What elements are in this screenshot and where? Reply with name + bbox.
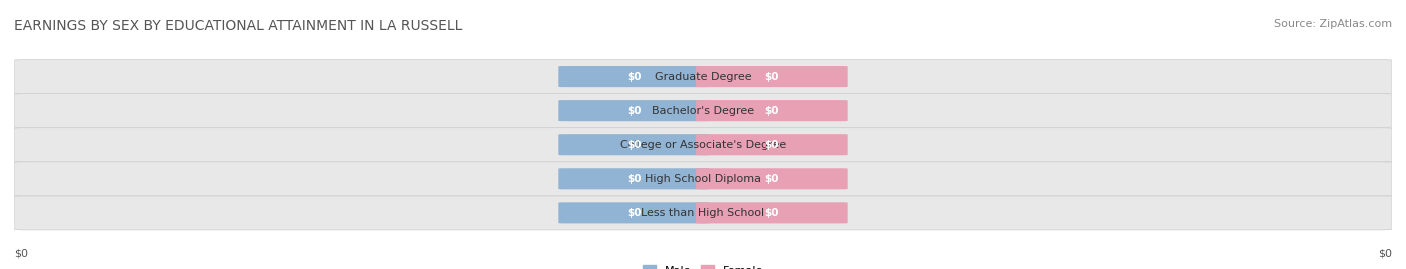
FancyBboxPatch shape — [558, 202, 710, 224]
FancyBboxPatch shape — [14, 128, 1392, 162]
Text: $0: $0 — [765, 208, 779, 218]
Text: Less than High School: Less than High School — [641, 208, 765, 218]
FancyBboxPatch shape — [558, 134, 710, 155]
FancyBboxPatch shape — [558, 66, 710, 87]
Text: $0: $0 — [14, 248, 28, 258]
Text: Source: ZipAtlas.com: Source: ZipAtlas.com — [1274, 19, 1392, 29]
FancyBboxPatch shape — [696, 202, 848, 224]
Text: $0: $0 — [765, 106, 779, 116]
Text: $0: $0 — [1378, 248, 1392, 258]
Text: $0: $0 — [627, 140, 641, 150]
Text: $0: $0 — [627, 106, 641, 116]
FancyBboxPatch shape — [14, 94, 1392, 128]
FancyBboxPatch shape — [696, 168, 848, 189]
Text: College or Associate's Degree: College or Associate's Degree — [620, 140, 786, 150]
Text: $0: $0 — [765, 72, 779, 82]
FancyBboxPatch shape — [696, 100, 848, 121]
Text: $0: $0 — [765, 174, 779, 184]
Text: EARNINGS BY SEX BY EDUCATIONAL ATTAINMENT IN LA RUSSELL: EARNINGS BY SEX BY EDUCATIONAL ATTAINMEN… — [14, 19, 463, 33]
FancyBboxPatch shape — [558, 168, 710, 189]
Text: Graduate Degree: Graduate Degree — [655, 72, 751, 82]
Text: High School Diploma: High School Diploma — [645, 174, 761, 184]
FancyBboxPatch shape — [696, 66, 848, 87]
FancyBboxPatch shape — [14, 59, 1392, 94]
Text: $0: $0 — [627, 174, 641, 184]
FancyBboxPatch shape — [14, 196, 1392, 230]
FancyBboxPatch shape — [696, 134, 848, 155]
Text: $0: $0 — [765, 140, 779, 150]
Text: Bachelor's Degree: Bachelor's Degree — [652, 106, 754, 116]
FancyBboxPatch shape — [14, 162, 1392, 196]
Text: $0: $0 — [627, 72, 641, 82]
Legend: Male, Female: Male, Female — [643, 265, 763, 269]
Text: $0: $0 — [627, 208, 641, 218]
FancyBboxPatch shape — [558, 100, 710, 121]
